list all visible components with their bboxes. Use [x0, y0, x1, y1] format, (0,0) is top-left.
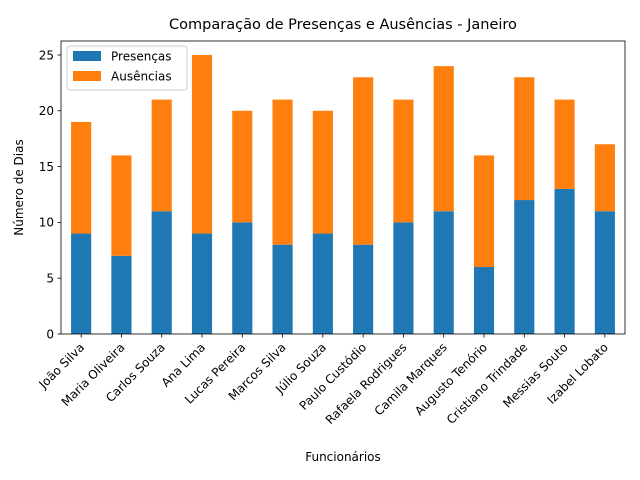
y-tick-label: 25: [39, 48, 54, 62]
y-tick-label: 0: [46, 327, 54, 341]
legend-label: Presenças: [111, 50, 172, 64]
legend: Presenças Ausências: [66, 45, 188, 91]
bar-ausencias: [312, 110, 333, 234]
bar-ausencias: [71, 121, 92, 234]
bar-ausencias: [232, 110, 253, 223]
bar-presencas: [151, 211, 172, 334]
bar-ausencias: [473, 155, 495, 268]
bar-presencas: [111, 255, 132, 334]
bar-presencas: [191, 233, 213, 334]
bar-ausencias: [272, 99, 293, 245]
x-axis-title: Funcionários: [305, 450, 381, 464]
bar-ausencias: [151, 99, 172, 212]
bar-presencas: [272, 244, 293, 334]
bar-presencas: [71, 233, 92, 334]
bar-presencas: [594, 211, 615, 334]
bar-ausencias: [514, 77, 535, 201]
bar-presencas: [353, 244, 374, 334]
bars-group: [71, 54, 615, 334]
y-tick-label: 20: [39, 104, 54, 118]
bar-presencas: [433, 211, 454, 334]
y-tick-label: 10: [39, 216, 54, 230]
bar-ausencias: [433, 66, 454, 212]
bar-ausencias: [594, 144, 615, 212]
chart-title: Comparação de Presenças e Ausências - Ja…: [169, 17, 517, 33]
bar-ausencias: [554, 99, 575, 189]
bar-presencas: [393, 222, 414, 334]
bar-presencas: [554, 188, 575, 334]
x-tick-label: Augusto Tenório: [412, 340, 490, 418]
bar-ausencias: [353, 77, 374, 245]
legend-swatch: [73, 51, 101, 61]
legend-swatch: [73, 71, 101, 81]
bar-presencas: [312, 233, 333, 334]
x-tick-label: Camila Marques: [372, 340, 450, 418]
bar-presencas: [514, 200, 535, 334]
bar-ausencias: [191, 54, 213, 234]
plot-frame: [60, 40, 626, 335]
y-axis-title: Número de Dias: [12, 139, 26, 235]
legend-label: Ausências: [111, 70, 172, 84]
y-tick-label: 15: [39, 160, 54, 174]
bar-ausencias: [111, 155, 132, 256]
bar-presencas: [473, 267, 495, 334]
y-tick-label: 5: [46, 271, 54, 285]
bar-presencas: [232, 222, 253, 334]
y-axis: 0 5 10 15 20 25: [39, 48, 61, 341]
bar-ausencias: [393, 99, 414, 223]
